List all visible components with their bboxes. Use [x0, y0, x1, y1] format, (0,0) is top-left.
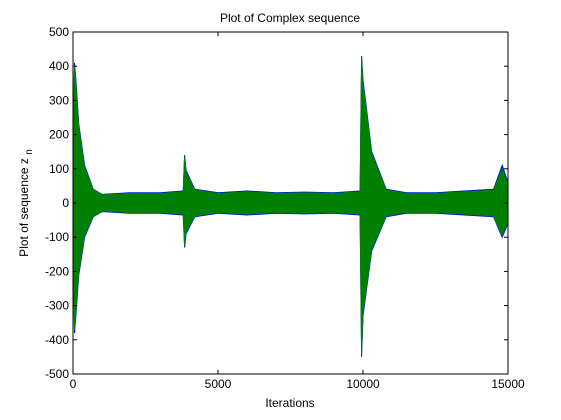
x-tick-label: 0 [70, 377, 77, 391]
y-tick-label: 200 [49, 128, 69, 142]
y-axis-label-subscript: n [24, 149, 35, 155]
y-tick-label: -200 [45, 264, 69, 278]
y-tick-label: 500 [49, 25, 69, 39]
x-tick-label: 15000 [491, 377, 525, 391]
x-tick-label: 10000 [346, 377, 380, 391]
y-tick-label: 100 [49, 162, 69, 176]
y-tick-label: 400 [49, 59, 69, 73]
chart-title: Plot of Complex sequence [220, 11, 360, 25]
y-axis-label: Plot of sequence z n [17, 149, 35, 257]
y-axis-ticks: 500 400 300 200 100 0 -100 -200 -300 -400 -500 [45, 25, 508, 381]
y-tick-label: -500 [45, 367, 69, 381]
x-axis-ticks: 0 5000 10000 15000 [70, 32, 525, 391]
y-axis-label-main: Plot of sequence z [17, 158, 31, 257]
y-tick-label: -100 [45, 230, 69, 244]
plot-area [72, 31, 509, 375]
y-tick-label: 0 [62, 196, 69, 210]
y-tick-label: -300 [45, 299, 69, 313]
x-axis-label: Iterations [265, 396, 314, 410]
y-tick-label: -400 [45, 333, 69, 347]
x-tick-label: 5000 [205, 377, 232, 391]
y-tick-label: 300 [49, 93, 69, 107]
